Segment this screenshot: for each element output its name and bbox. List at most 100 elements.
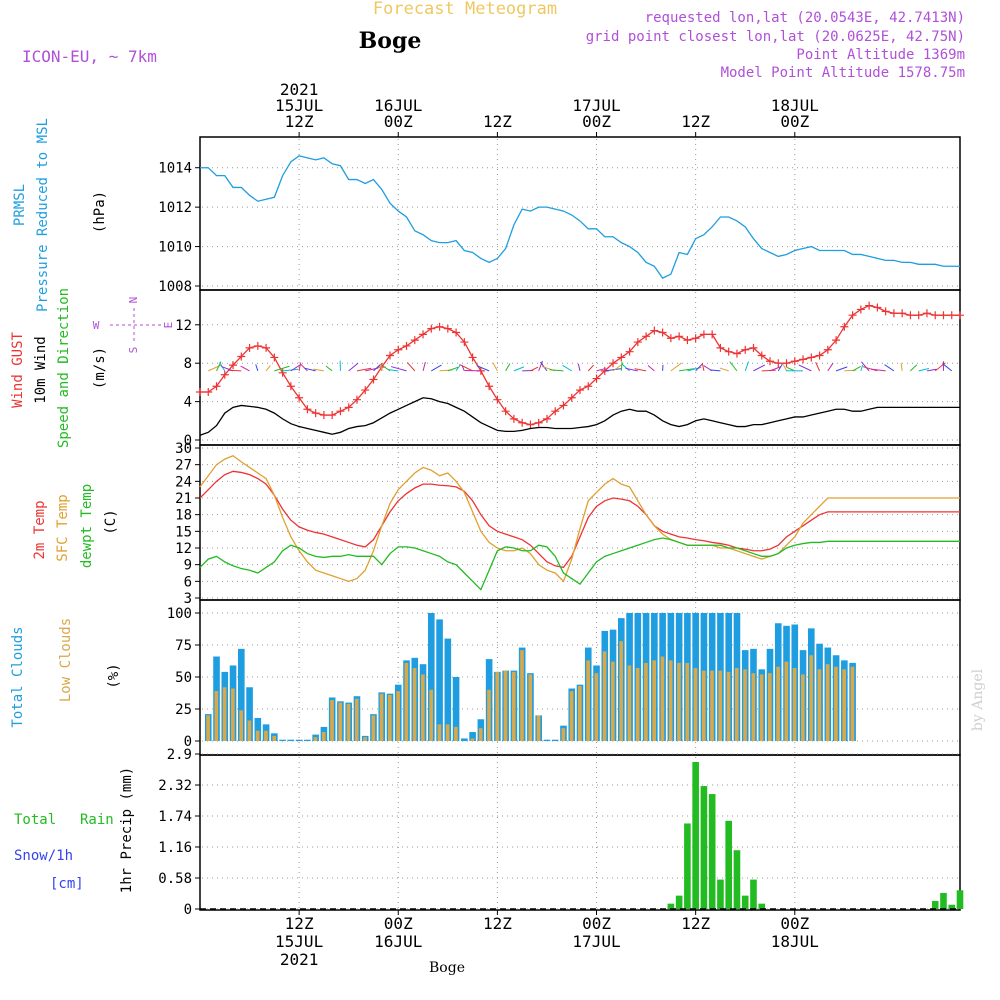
temp-ytick-label: 30 xyxy=(175,441,192,457)
low-clouds-bar xyxy=(338,702,343,741)
precip-ytick-label: 2.32 xyxy=(158,778,192,794)
wind-direction-arrow xyxy=(538,360,543,372)
rain-bar xyxy=(741,895,749,909)
wind-gust-marker xyxy=(675,332,684,341)
total-clouds-bar xyxy=(304,739,311,741)
pressure-ytick-label: 1010 xyxy=(158,240,192,256)
wind-direction-arrow xyxy=(709,369,721,372)
low-clouds-bar xyxy=(627,665,632,741)
wind-speed-direction-label: Speed and Direction xyxy=(56,288,72,448)
low-clouds-bar xyxy=(503,670,508,741)
wind-direction-arrow xyxy=(348,362,359,372)
wind-direction-arrow xyxy=(701,363,705,371)
wind-gust-marker xyxy=(534,418,543,427)
wind-panel: 0 4 8 12 xyxy=(175,289,964,449)
low-clouds-bar xyxy=(825,664,830,741)
temp-ytick-label: 24 xyxy=(175,474,192,490)
wind-direction-arrow xyxy=(753,364,766,372)
low-clouds-bar xyxy=(421,674,425,741)
wind-direction-arrow xyxy=(719,367,729,372)
wind-compass-icon: N S E W xyxy=(93,297,175,354)
low-clouds-bar xyxy=(536,715,541,741)
bottom-axis-label: 12Z xyxy=(285,914,314,933)
wind-gust-marker xyxy=(757,351,766,360)
precipitation-panel: 0 0.58 1.16 1.74 2.32 2.9 xyxy=(158,747,964,918)
wind-direction-arrow xyxy=(228,369,242,372)
low-clouds-bar xyxy=(445,724,450,741)
total-clouds-bar xyxy=(287,739,295,741)
wind-direction-arrow xyxy=(265,365,271,372)
low-clouds-bar xyxy=(619,641,623,741)
temp-2m-label: 2m Temp xyxy=(32,500,48,559)
bottom-axis-label: 15JUL xyxy=(275,932,323,951)
top-axis-label: 15JUL xyxy=(275,96,323,115)
rain-bar xyxy=(956,890,964,909)
clouds-ytick-label: 50 xyxy=(175,670,192,686)
low-clouds-bar xyxy=(668,660,673,741)
total-clouds-bar xyxy=(452,677,460,741)
wind-gust-marker xyxy=(352,395,361,404)
wind-direction-arrow xyxy=(729,361,738,372)
wind-direction-arrow xyxy=(476,365,490,372)
clouds-ytick-label: 0 xyxy=(184,734,192,750)
low-clouds-bar xyxy=(272,735,276,741)
wind-direction-arrow xyxy=(910,364,918,372)
wind-gust-marker xyxy=(311,409,320,418)
low-clouds-bar xyxy=(842,669,846,741)
wind-gust-marker xyxy=(807,353,816,362)
wind-direction-arrow xyxy=(208,364,223,372)
low-clouds-bar xyxy=(652,660,656,741)
clouds-ytick-label: 100 xyxy=(167,606,192,622)
wind-gust-marker xyxy=(567,393,576,402)
precip-ytick-label: 0.58 xyxy=(158,871,192,887)
wind-gust-marker xyxy=(402,341,411,350)
temp-ytick-label: 27 xyxy=(175,458,192,474)
wind-gust-marker xyxy=(617,353,626,362)
wind-direction-arrow xyxy=(562,364,572,372)
wind-ytick-label: 4 xyxy=(184,395,192,411)
wind-direction-arrow xyxy=(861,361,870,372)
low-clouds-bar xyxy=(313,737,318,741)
wind-gust-marker xyxy=(832,336,841,345)
wind-gust-marker xyxy=(766,357,774,366)
wind-gust-marker xyxy=(906,311,915,320)
wind-gust-marker xyxy=(584,382,593,391)
wind-gust-line xyxy=(200,304,960,426)
wind-gust-marker xyxy=(848,311,857,320)
wind-gust-marker xyxy=(559,401,568,410)
low-clouds-bar xyxy=(511,671,516,741)
wind-direction-arrow xyxy=(870,368,886,372)
low-clouds-bar xyxy=(578,685,582,741)
precip-ytick-label: 1.74 xyxy=(158,809,192,825)
wind-gust-marker xyxy=(493,395,502,404)
wind-gust-marker xyxy=(691,334,700,343)
pressure-label-long: Pressure Reduced to MSL xyxy=(35,118,51,312)
pressure-ytick-label: 1012 xyxy=(158,200,192,216)
rain-bar xyxy=(684,823,691,909)
wind-direction-arrow xyxy=(505,363,511,372)
bottom-axis-label: 17JUL xyxy=(572,932,620,951)
wind-panel-labels: Wind GUST 10m Wind Speed and Direction (… xyxy=(10,288,175,448)
wind-direction-arrow xyxy=(492,362,498,372)
wind-direction-arrow xyxy=(300,363,308,372)
low-clouds-bar xyxy=(454,726,458,741)
low-clouds-bar xyxy=(660,656,665,741)
bottom-axis-label: 2021 xyxy=(280,950,319,969)
low-clouds-bar xyxy=(520,650,524,741)
low-clouds-bar xyxy=(371,715,376,741)
wind-direction-arrow xyxy=(455,364,461,372)
wind-gust-marker xyxy=(922,309,931,318)
low-clouds-bar xyxy=(214,691,219,741)
temp-frame xyxy=(199,444,961,601)
low-clouds-bar xyxy=(321,732,326,741)
wind-gust-marker xyxy=(840,322,849,331)
compass-n: N xyxy=(127,297,140,304)
wind-gust-marker xyxy=(774,359,783,368)
requested-coordinates: requested lon,lat (20.0543E, 42.7413N) xyxy=(645,10,965,26)
pressure-unit: (hPa) xyxy=(92,191,108,233)
rain-bar xyxy=(708,794,716,909)
wind-gust-marker xyxy=(485,382,494,391)
wind-direction-arrow xyxy=(549,369,564,372)
